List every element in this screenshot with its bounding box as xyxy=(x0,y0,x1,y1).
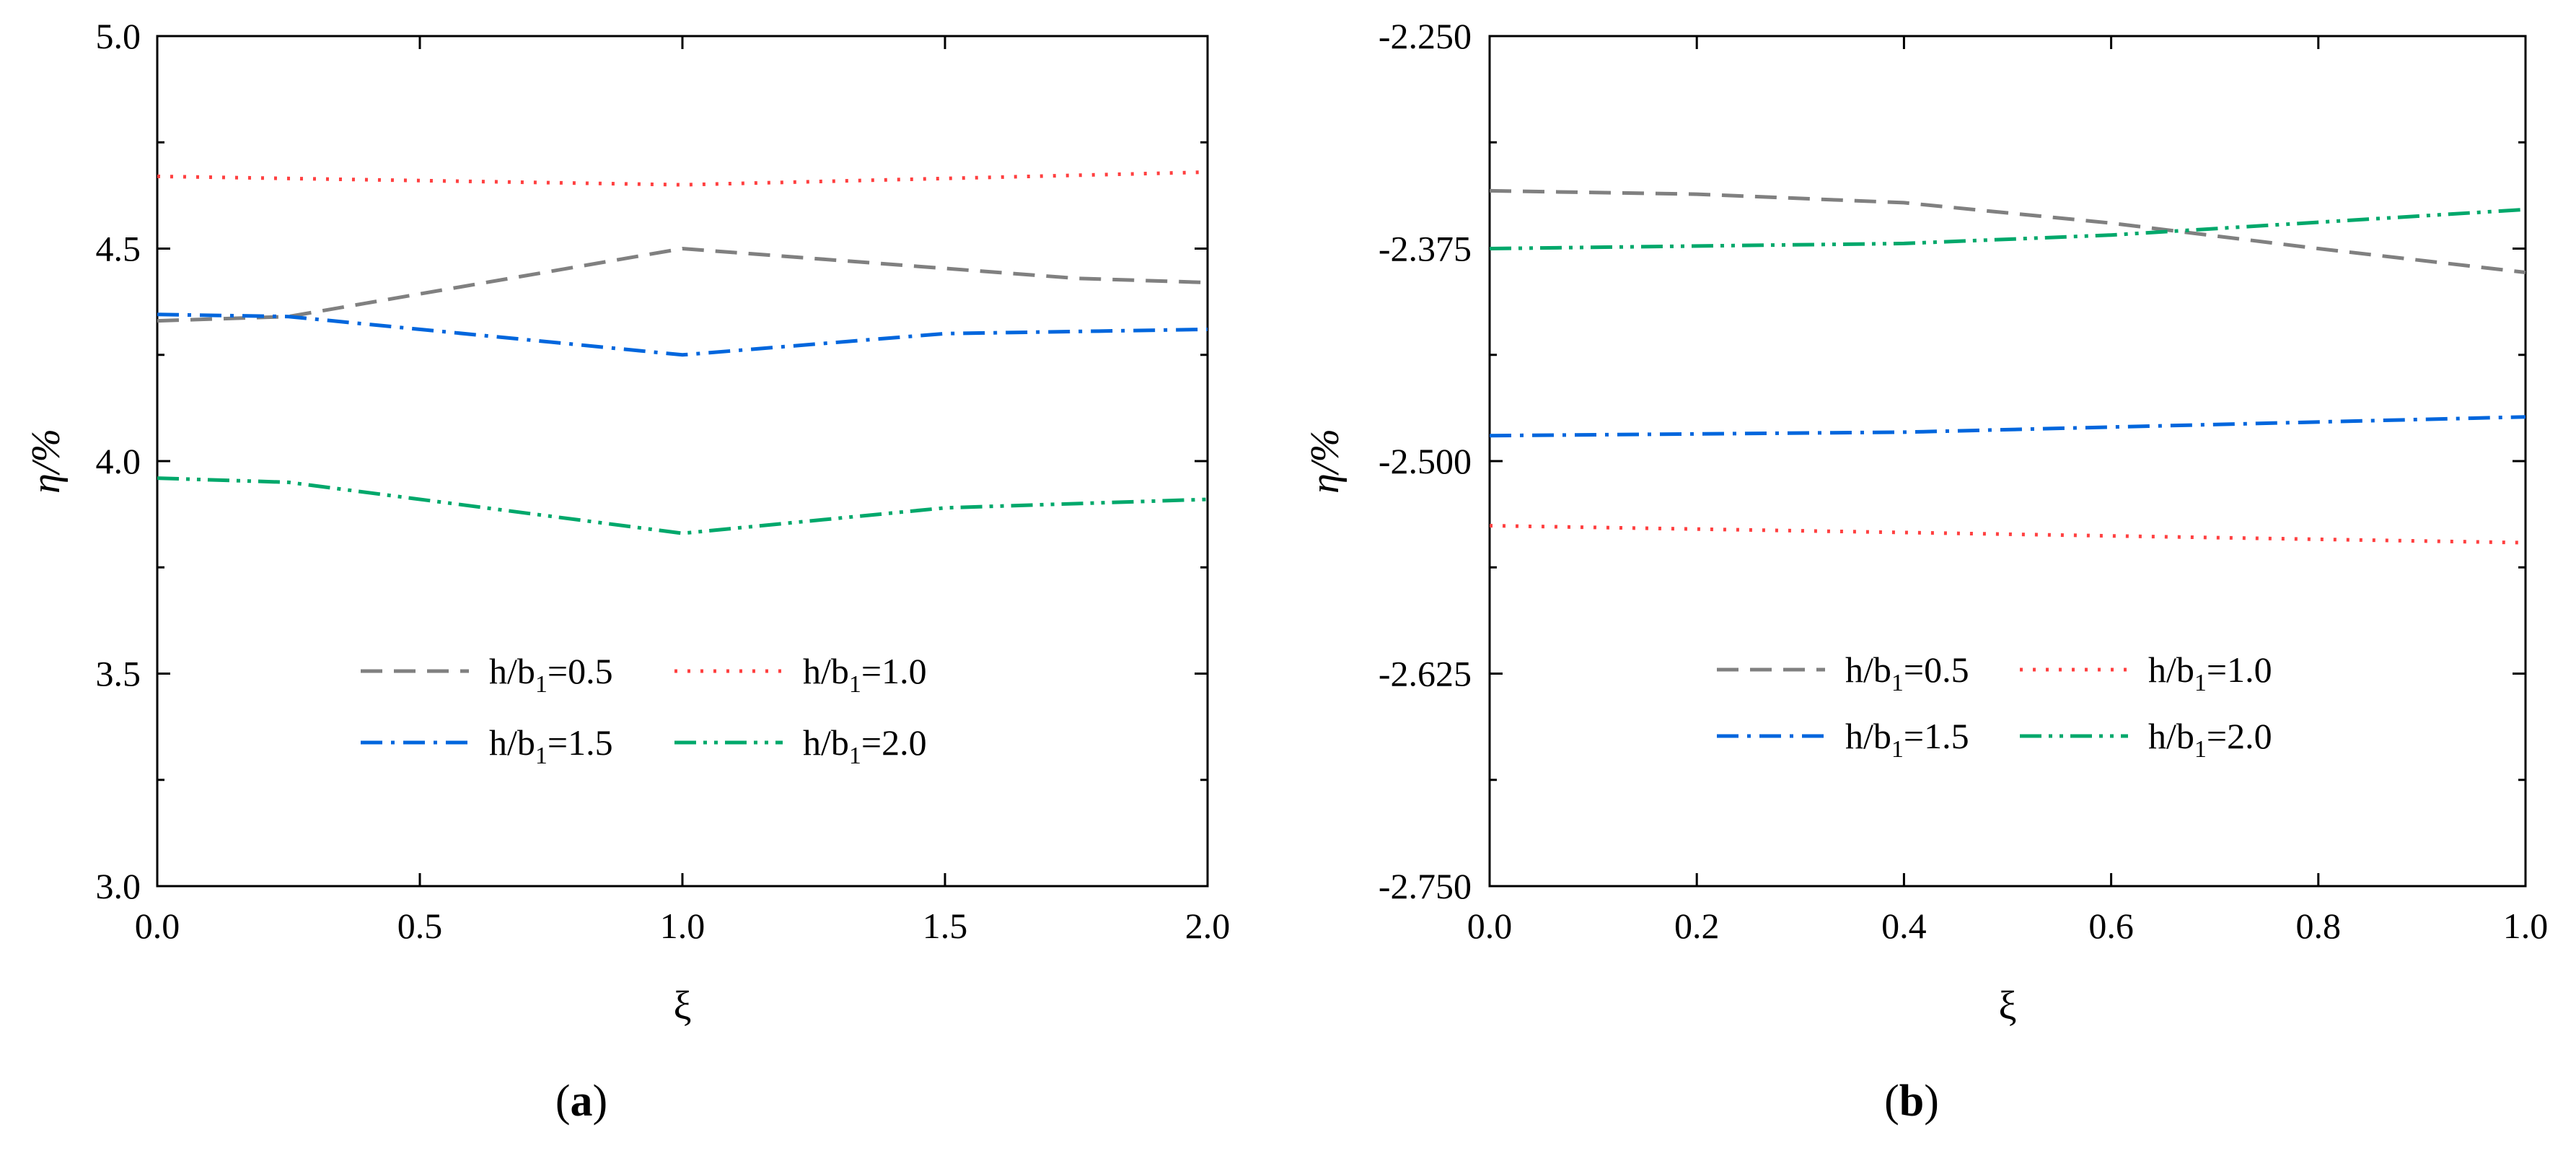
x-tick-label: 1.0 xyxy=(660,906,705,946)
legend-item: h/b1=1.5 xyxy=(361,722,613,769)
panel-a: 0.0 0.5 1.0 1.5 2.0 3.0 3.5 4.0 4.5 5.0 ξ η/% h/b1=0… xyxy=(24,16,1230,1126)
y-axis-title: η/% xyxy=(1303,429,1348,494)
y-tick-label: 4.5 xyxy=(96,229,141,269)
y-tick-label: 5.0 xyxy=(96,16,141,56)
legend-label: h/b1=0.5 xyxy=(489,651,613,698)
legend-label: h/b1=2.0 xyxy=(803,722,927,769)
x-tick-label: 0.5 xyxy=(397,906,443,946)
x-tick-label: 1.5 xyxy=(923,906,968,946)
legend-label: h/b1=0.5 xyxy=(1845,649,1969,696)
legend-item: h/b1=0.5 xyxy=(1717,649,1969,696)
legend-label: h/b1=1.0 xyxy=(803,651,927,698)
y-tick-label: 4.0 xyxy=(96,441,141,481)
legend-label: h/b1=1.5 xyxy=(1845,716,1969,763)
legend-label: h/b1=1.5 xyxy=(489,722,613,769)
series-line-2 xyxy=(1489,415,2526,438)
legend: h/b1=0.5 h/b1=1.0 h/b1=1.5 h/b1=2.0 xyxy=(361,651,927,769)
y-tick-label: -2.625 xyxy=(1379,654,1472,694)
panel-b: 0.0 0.2 0.4 0.6 0.8 1.0 -2.750 -2.625 -2.500 -2.3… xyxy=(1303,16,2548,1126)
x-tick-label: 0.0 xyxy=(135,906,180,946)
y-axis-title: η/% xyxy=(24,429,69,494)
legend-item: h/b1=2.0 xyxy=(674,722,927,769)
series-line-3 xyxy=(1489,207,2526,250)
series-line-2 xyxy=(157,312,1208,357)
y-tick-label: -2.750 xyxy=(1379,866,1472,906)
series-line-0 xyxy=(157,246,1208,323)
series-line-0 xyxy=(1489,188,2526,274)
x-axis-title: ξ xyxy=(1999,984,2017,1028)
panel-label: (b) xyxy=(1884,1077,1939,1126)
legend: h/b1=0.5 h/b1=1.0 h/b1=1.5 h/b1=2.0 xyxy=(1717,649,2272,763)
y-tick-label: 3.0 xyxy=(96,866,141,906)
y-tick-label: -2.500 xyxy=(1379,441,1472,481)
legend-label: h/b1=2.0 xyxy=(2148,716,2272,763)
x-tick-label: 2.0 xyxy=(1185,906,1231,946)
x-tick-label: 0.0 xyxy=(1467,906,1513,946)
y-tick-label: 3.5 xyxy=(96,654,141,694)
x-tick-label: 1.0 xyxy=(2503,906,2549,946)
legend-item: h/b1=2.0 xyxy=(2020,716,2272,763)
x-axis-title: ξ xyxy=(674,984,692,1028)
y-tick-label: -2.375 xyxy=(1379,229,1472,269)
legend-item: h/b1=1.5 xyxy=(1717,716,1969,763)
legend-item: h/b1=1.0 xyxy=(674,651,927,698)
panel-label: (a) xyxy=(555,1077,607,1126)
x-tick-label: 0.4 xyxy=(1881,906,1927,946)
x-tick-label: 0.2 xyxy=(1674,906,1720,946)
x-tick-label: 0.6 xyxy=(2088,906,2134,946)
legend-item: h/b1=1.0 xyxy=(2020,649,2272,696)
x-tick-label: 0.8 xyxy=(2296,906,2342,946)
y-tick-label: -2.250 xyxy=(1379,16,1472,56)
legend-item: h/b1=0.5 xyxy=(361,651,613,698)
legend-label: h/b1=1.0 xyxy=(2148,649,2272,696)
series-line-3 xyxy=(157,476,1208,535)
